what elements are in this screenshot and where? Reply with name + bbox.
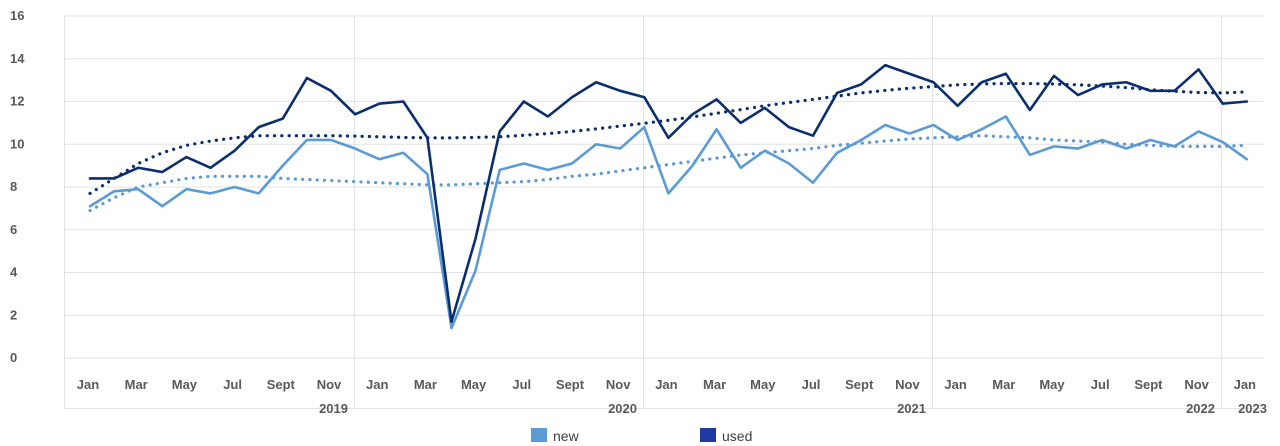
series-line-used <box>88 63 1249 323</box>
x-tick-label: Sept <box>1134 377 1163 392</box>
year-label: 2023 <box>1238 401 1267 416</box>
x-tick-label: May <box>172 377 198 392</box>
x-tick-label: Nov <box>317 377 342 392</box>
x-tick-label: Jan <box>1234 377 1256 392</box>
year-label: 2019 <box>319 401 348 416</box>
x-tick-label: Jul <box>512 377 531 392</box>
x-tick-label: Jan <box>77 377 99 392</box>
legend-swatch-new <box>531 428 547 442</box>
x-tick-label: Jan <box>366 377 388 392</box>
legend-label-new: new <box>553 428 580 444</box>
y-tick-label: 14 <box>10 51 25 66</box>
gridlines <box>64 15 1264 409</box>
legend: new used <box>531 428 752 444</box>
legend-label-used: used <box>722 428 752 444</box>
x-tick-label: Sept <box>845 377 874 392</box>
trendline-used <box>88 81 1249 196</box>
trendlines <box>88 81 1249 213</box>
y-tick-label: 4 <box>10 265 18 280</box>
y-tick-label: 2 <box>10 307 17 322</box>
y-tick-label: 0 <box>10 350 17 365</box>
y-axis-ticks: 0 2 4 6 8 10 12 14 16 <box>10 8 25 365</box>
y-tick-label: 10 <box>10 136 24 151</box>
y-tick-label: 16 <box>10 8 24 23</box>
series-lines <box>88 63 1249 330</box>
x-tick-label: Jan <box>655 377 677 392</box>
x-tick-label: Jul <box>1091 377 1110 392</box>
legend-swatch-used <box>700 428 716 442</box>
year-label: 2020 <box>608 401 637 416</box>
x-tick-label: Jul <box>223 377 242 392</box>
year-label: 2021 <box>897 401 926 416</box>
x-tick-label: Jan <box>944 377 966 392</box>
y-tick-label: 6 <box>10 222 17 237</box>
y-tick-label: 12 <box>10 94 24 109</box>
x-tick-label: May <box>750 377 776 392</box>
x-tick-label: Mar <box>414 377 437 392</box>
series-line-new <box>88 115 1249 330</box>
year-label: 2022 <box>1186 401 1215 416</box>
x-tick-label: Sept <box>267 377 296 392</box>
x-tick-label: May <box>1039 377 1065 392</box>
x-tick-label: Nov <box>1184 377 1209 392</box>
x-tick-label: Sept <box>556 377 585 392</box>
x-tick-label: Mar <box>992 377 1015 392</box>
x-tick-label: Nov <box>895 377 920 392</box>
x-tick-label: May <box>461 377 487 392</box>
y-tick-label: 8 <box>10 179 17 194</box>
x-tick-label: Jul <box>802 377 821 392</box>
x-tick-label: Mar <box>703 377 726 392</box>
x-axis: Jan Mar May Jul Sept Nov Jan Mar May Jul Sept Nov Ja… <box>77 377 1267 416</box>
x-tick-label: Nov <box>606 377 631 392</box>
x-tick-label: Mar <box>125 377 148 392</box>
